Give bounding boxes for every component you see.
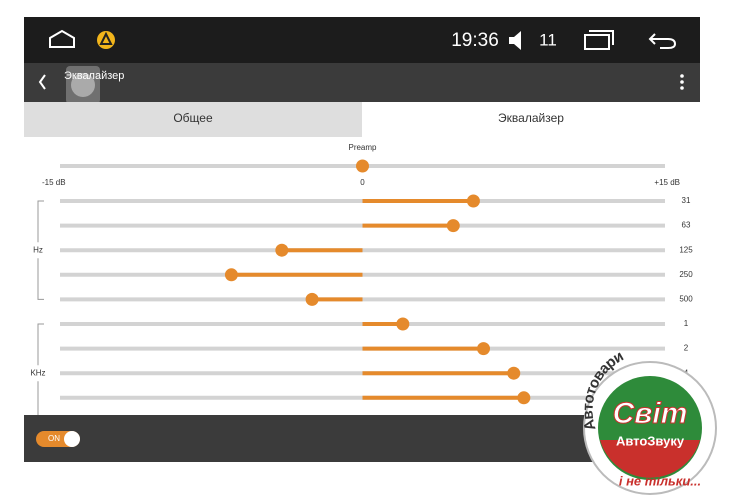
home-button[interactable]: [49, 29, 75, 48]
toggle-knob: [64, 431, 80, 447]
logo-tagline: і не тільки...: [619, 473, 701, 488]
slider-knob[interactable]: [224, 268, 238, 282]
slider-knob[interactable]: [477, 342, 490, 356]
slider-knob[interactable]: [446, 219, 460, 233]
band-label: 125: [679, 245, 693, 254]
logo-lower: [600, 440, 700, 478]
menu-button[interactable]: [680, 74, 684, 90]
slider-knob[interactable]: [517, 391, 531, 405]
slider-knob[interactable]: [275, 243, 289, 257]
clock: 19:36: [451, 30, 499, 51]
slider-knob[interactable]: [507, 366, 521, 380]
tab-active[interactable]: [362, 102, 700, 137]
back-button[interactable]: [648, 33, 677, 49]
slider-knob[interactable]: [466, 194, 480, 208]
slider-knob[interactable]: [396, 317, 410, 331]
app-icon-glyph: [99, 31, 113, 45]
watermark: Автотовари Світ АвтоЗвуку і не тільки...: [579, 348, 717, 495]
header-bar: [24, 63, 700, 102]
group-label: Hz: [33, 245, 43, 254]
preamp-label: Preamp: [348, 143, 377, 152]
slider-knob[interactable]: [356, 159, 369, 173]
band-label: 250: [679, 270, 693, 279]
band-label: 1: [684, 319, 689, 328]
header-thumb-icon: [71, 73, 95, 97]
band-label: 500: [679, 295, 693, 304]
band-label: 2: [684, 344, 689, 353]
group-label: KHz: [30, 368, 45, 377]
group-bracket: [37, 323, 44, 415]
logo-brand: Світ: [613, 397, 688, 430]
status-bar: [24, 17, 700, 63]
recent-button[interactable]: [584, 34, 610, 50]
tab[interactable]: [24, 102, 362, 137]
logo-sub: АвтоЗвуку: [616, 433, 685, 448]
toggle-label: ON: [48, 434, 60, 443]
scale-label: 0: [360, 178, 365, 187]
equalizer: Preamp-15 dB0+15 dB3163125250500124HzKHz: [30, 143, 693, 415]
scale-label: -15 dB: [42, 178, 66, 187]
tab-label: Эквалайзер: [498, 111, 564, 125]
header-title: Эквалайзер: [64, 70, 124, 82]
scale-label: +15 dB: [654, 178, 680, 187]
slider-knob[interactable]: [305, 292, 319, 306]
recent-button-back: [589, 30, 614, 45]
group-bracket: [37, 200, 44, 300]
tab-label: Общее: [173, 111, 213, 125]
header-back[interactable]: [38, 74, 46, 90]
volume-icon[interactable]: [509, 31, 521, 50]
band-label: 63: [682, 221, 691, 230]
volume-level: 11: [539, 30, 557, 49]
band-label: 31: [682, 196, 691, 205]
